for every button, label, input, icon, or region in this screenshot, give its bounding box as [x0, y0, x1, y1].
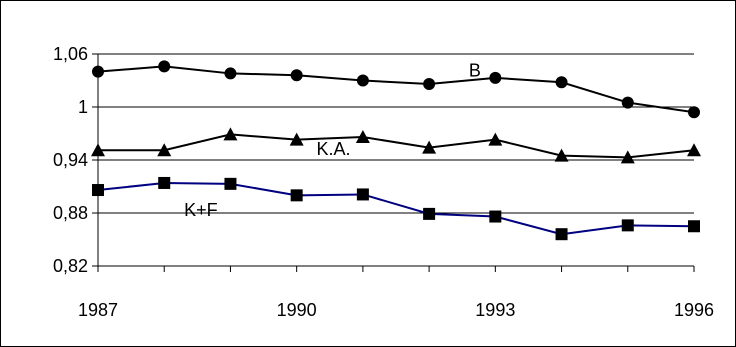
data-point: [158, 176, 171, 189]
data-point: [224, 177, 237, 190]
data-point: [92, 65, 104, 78]
series-label: K+F: [184, 200, 218, 220]
data-point: [423, 78, 436, 91]
y-tick-label: 0,82: [53, 256, 88, 276]
data-point: [290, 189, 303, 202]
data-point: [289, 132, 304, 146]
data-point: [489, 71, 502, 84]
series-line: [97, 181, 695, 236]
data-point: [621, 96, 634, 109]
x-tick-label: 1987: [78, 300, 118, 320]
data-point: [158, 60, 171, 73]
tick-labels: 1,06 1 0,94 0,88 0,82 1987 1990 1993 1996: [53, 44, 714, 320]
y-tick-label: 0,94: [53, 150, 88, 170]
series-line: [98, 133, 695, 159]
data-point: [355, 130, 370, 144]
y-tick-label: 0,88: [53, 203, 88, 223]
x-tick-label: 1990: [277, 300, 317, 320]
gridlines: [98, 53, 694, 214]
data-point: [554, 148, 569, 162]
series-labels: B K.A. K+F: [184, 60, 481, 220]
data-point: [687, 143, 701, 157]
data-point: [423, 207, 436, 220]
data-point: [223, 127, 238, 141]
series-label: B: [469, 60, 481, 80]
data-point: [157, 143, 172, 157]
series-layer: [91, 60, 701, 241]
data-point: [489, 210, 502, 223]
data-point: [91, 143, 105, 157]
data-point: [555, 76, 568, 89]
data-point: [621, 219, 634, 232]
data-point: [555, 228, 568, 241]
series-0: [92, 60, 700, 119]
series-line: [97, 65, 695, 114]
data-point: [92, 184, 104, 197]
series-label: K.A.: [317, 139, 351, 159]
data-point: [488, 132, 503, 146]
data-point: [620, 150, 635, 164]
axes: [92, 53, 695, 272]
data-point: [422, 140, 437, 154]
series-1: [91, 127, 701, 164]
data-point: [356, 188, 369, 201]
x-tick-label: 1993: [475, 300, 515, 320]
data-point: [688, 106, 700, 119]
data-point: [688, 220, 700, 233]
data-point: [356, 74, 369, 87]
data-point: [224, 67, 237, 80]
y-tick-label: 1: [78, 97, 88, 117]
y-tick-label: 1,06: [53, 44, 88, 64]
series-2: [92, 176, 700, 241]
data-point: [290, 69, 303, 82]
x-tick-label: 1996: [674, 300, 714, 320]
